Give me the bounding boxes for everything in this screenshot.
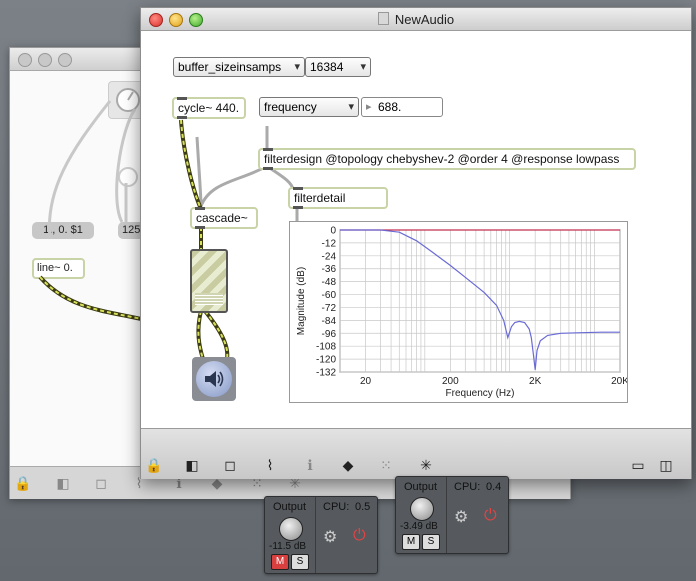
x-axis-label: Frequency (Hz) (446, 388, 515, 399)
lock-icon[interactable]: 🔒 (14, 474, 32, 491)
patcher-icon[interactable]: ◆ (342, 456, 354, 473)
solo-button[interactable]: S (422, 534, 440, 550)
window-title: NewAudio (141, 12, 691, 27)
cascade-object[interactable]: cascade~ (190, 207, 258, 229)
zoom-button[interactable] (58, 53, 72, 67)
titlebar[interactable]: NewAudio (141, 8, 691, 31)
buffer-size-menu[interactable]: buffer_sizeinsamps (173, 57, 305, 77)
grid-icon[interactable]: ◻ (224, 456, 236, 473)
y-tick-label: -120 (316, 355, 336, 366)
gain-value: -11.5 dB (269, 541, 307, 552)
audio-toggle-icon[interactable]: ✳ (420, 456, 432, 473)
y-axis-label: Magnitude (dB) (296, 267, 307, 335)
patcher-toolbar: 🔒 ◧ ◻ ⌇ ℹ ◆ ⁙ ✳ ▭ ◫ (141, 428, 691, 479)
speaker-icon (196, 361, 232, 397)
y-tick-label: -132 (316, 368, 336, 379)
y-tick-label: -72 (322, 303, 337, 314)
grid-dots-icon[interactable]: ⁙ (251, 474, 263, 491)
presentation-icon[interactable]: ◧ (56, 474, 70, 491)
cycle-object[interactable]: cycle~ 440. (172, 97, 246, 119)
cascade-object-text: cascade~ (196, 211, 248, 225)
zoom-button[interactable] (189, 13, 203, 27)
x-tick-label: 20 (360, 376, 372, 387)
minimize-button[interactable] (38, 53, 52, 67)
y-tick-label: 0 (330, 226, 336, 237)
gain-knob[interactable] (279, 517, 303, 541)
gear-icon[interactable]: ⚙ (323, 529, 338, 546)
patcher-canvas[interactable]: buffer_sizeinsamps 16384 cycle~ 440. fre… (141, 31, 691, 428)
cpu-label: CPU: (323, 501, 350, 513)
meter-slider (195, 293, 223, 305)
y-tick-label: -12 (322, 238, 337, 249)
x-tick-label: 20K (611, 376, 627, 387)
cpu-value: 0.4 (486, 481, 502, 493)
x-tick-label: 2K (529, 376, 542, 387)
filterdetail-object[interactable]: filterdetail (288, 187, 388, 209)
close-button[interactable] (18, 53, 32, 67)
speaker-output-button[interactable] (192, 357, 236, 401)
cpu-value: 0.5 (355, 501, 371, 513)
response-series-line (340, 229, 620, 370)
window-title-text: NewAudio (394, 12, 455, 27)
patcher-window[interactable]: NewAudio buffer_sizeinsamps 16384 cycle~… (140, 7, 692, 479)
y-tick-label: -84 (322, 316, 337, 327)
output-label: Output (404, 481, 438, 493)
patcher-icon[interactable]: ◆ (211, 474, 223, 491)
cpu-label: CPU: (454, 481, 481, 493)
audio-toggle-icon[interactable]: ✳ (289, 474, 301, 491)
minimize-button[interactable] (169, 13, 183, 27)
close-button[interactable] (149, 13, 163, 27)
gain-knob[interactable] (410, 497, 434, 521)
power-icon[interactable]: ⏻ (353, 527, 366, 544)
y-tick-label: -36 (322, 264, 337, 275)
y-tick-label: -108 (316, 342, 336, 353)
mute-button[interactable]: M (271, 554, 289, 570)
level-meter[interactable] (190, 249, 228, 313)
line-object[interactable]: line~ 0. (32, 258, 85, 279)
filter-response-chart: 0-12 -24 -36 -48 -60 -72 -84 -96 -108 -120 -132 20 2… (296, 226, 629, 400)
filterdesign-text: filterdesign @topology chebyshev-2 @orde… (264, 152, 620, 166)
lock-icon[interactable]: 🔒 (145, 456, 163, 473)
presentation-icon[interactable]: ◧ (185, 456, 199, 473)
split-icon[interactable]: ◫ (659, 456, 673, 473)
info-icon[interactable]: ℹ (176, 474, 182, 491)
solo-button[interactable]: S (291, 554, 309, 570)
buffer-size-value-menu[interactable]: 16384 (305, 57, 371, 77)
patch-cords (179, 119, 299, 360)
gain-value: -3.49 dB (400, 521, 438, 532)
document-icon (377, 12, 389, 25)
gear-icon[interactable]: ⚙ (454, 509, 469, 526)
x-tick-label: 200 (442, 376, 459, 387)
filterdesign-object[interactable]: filterdesign @topology chebyshev-2 @orde… (258, 148, 636, 170)
frequency-menu[interactable]: frequency (259, 97, 359, 117)
debug-icon[interactable]: ⌇ (135, 474, 143, 491)
output-label: Output (273, 501, 307, 513)
y-tick-label: -96 (322, 329, 337, 340)
filter-response-plot[interactable]: 0 -12 -24 -36 -48 -60 -72 -84 -96 -108 -120 -132 20 2… (289, 221, 629, 403)
filterdetail-text: filterdetail (294, 191, 346, 205)
plot-area (339, 229, 621, 373)
message-box[interactable]: 1., 0. $1 (32, 222, 94, 239)
panel-divider (446, 477, 447, 553)
cycle-object-text: cycle~ 440. (178, 101, 240, 115)
sidebar-icon[interactable]: ▭ (631, 456, 645, 473)
mute-button[interactable]: M (402, 534, 420, 550)
debug-icon[interactable]: ⌇ (266, 456, 274, 473)
output-panel-1[interactable]: Output -11.5 dB M S CPU: 0.5 ⚙ ⏻ (264, 496, 378, 574)
back-patch-cords (38, 100, 151, 323)
grid-dots-icon[interactable]: ⁙ (380, 456, 392, 473)
y-tick-label: -60 (322, 290, 337, 301)
y-tick-label: -48 (322, 277, 337, 288)
output-panel-2[interactable]: Output -3.49 dB M S CPU: 0.4 ⚙ ⏻ (395, 476, 509, 554)
toggle-object[interactable] (118, 167, 138, 187)
y-tick-label: -24 (322, 251, 337, 262)
info-icon[interactable]: ℹ (307, 456, 313, 473)
frequency-number-box[interactable]: 688. (361, 97, 443, 117)
panel-divider (315, 497, 316, 573)
grid-icon[interactable]: ◻ (95, 474, 107, 491)
power-icon[interactable]: ⏻ (484, 507, 497, 524)
